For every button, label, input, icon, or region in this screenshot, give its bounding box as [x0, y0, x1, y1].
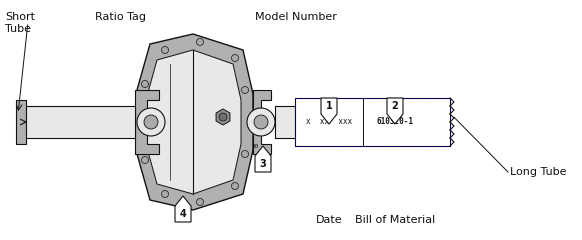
- Circle shape: [141, 80, 148, 88]
- Text: Short
Tube: Short Tube: [5, 12, 35, 34]
- Circle shape: [254, 115, 268, 129]
- Text: 2: 2: [392, 101, 398, 111]
- Circle shape: [144, 115, 158, 129]
- Bar: [16, 100, 26, 144]
- Text: Ratio Tag: Ratio Tag: [95, 12, 146, 22]
- Circle shape: [232, 182, 239, 190]
- Text: Bill of Material: Bill of Material: [355, 215, 435, 225]
- Text: 4: 4: [180, 209, 186, 219]
- Text: Date: Date: [315, 215, 342, 225]
- Circle shape: [242, 86, 249, 94]
- Polygon shape: [253, 90, 271, 154]
- Polygon shape: [175, 196, 191, 222]
- Circle shape: [141, 156, 148, 163]
- Bar: [18, 106, 135, 138]
- Circle shape: [161, 47, 169, 54]
- Polygon shape: [147, 50, 241, 194]
- Text: 1: 1: [325, 101, 332, 111]
- Text: x  xx  xxx: x xx xxx: [306, 118, 352, 126]
- Polygon shape: [135, 90, 159, 154]
- Polygon shape: [137, 34, 253, 210]
- Bar: [295, 98, 450, 146]
- Circle shape: [161, 191, 169, 198]
- Circle shape: [242, 150, 249, 157]
- Polygon shape: [255, 146, 271, 172]
- Circle shape: [137, 108, 165, 136]
- Polygon shape: [216, 109, 230, 125]
- Text: Long Tube: Long Tube: [510, 167, 566, 177]
- Polygon shape: [387, 98, 403, 124]
- Text: 30: 30: [251, 144, 259, 149]
- Circle shape: [197, 198, 204, 205]
- Text: 3: 3: [260, 159, 267, 169]
- Circle shape: [197, 38, 204, 46]
- Bar: [275, 106, 295, 138]
- Polygon shape: [321, 98, 337, 124]
- Bar: [295, 98, 450, 146]
- Circle shape: [232, 54, 239, 61]
- Text: 610320-1: 610320-1: [377, 118, 413, 126]
- Circle shape: [247, 108, 275, 136]
- Circle shape: [219, 113, 227, 121]
- Text: Model Number: Model Number: [255, 12, 337, 22]
